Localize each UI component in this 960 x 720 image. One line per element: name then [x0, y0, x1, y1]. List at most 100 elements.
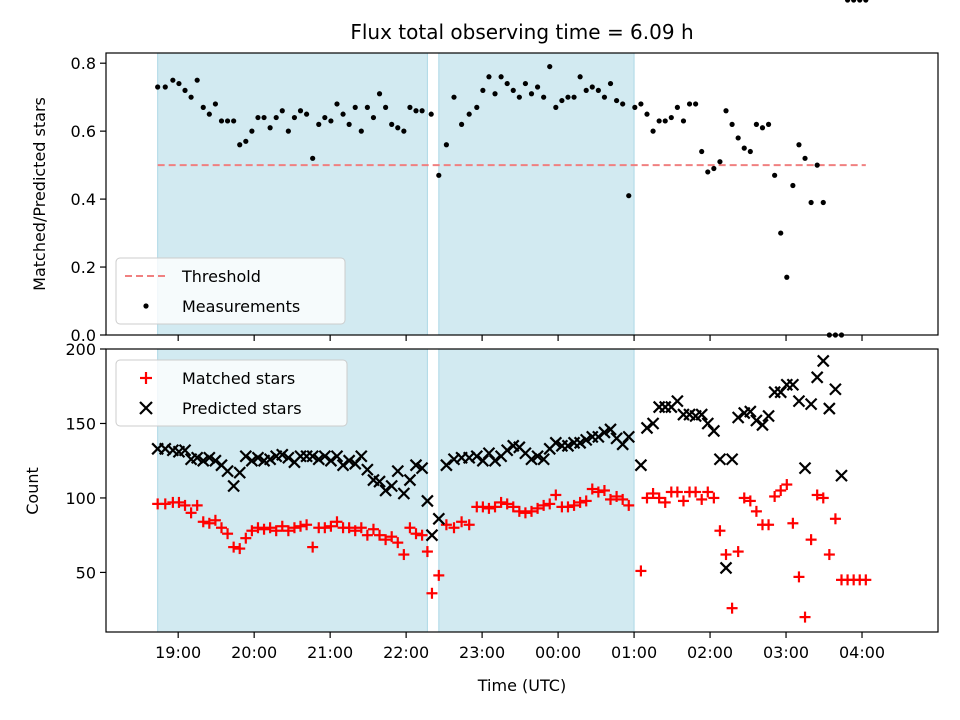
predicted-point: [361, 463, 374, 476]
x-tick-label: 02:00: [687, 643, 733, 662]
measurement-point: [419, 108, 425, 114]
measurement-point: [528, 91, 535, 97]
predicted-point: [810, 371, 824, 384]
measurement-point: [656, 118, 662, 124]
predicted-point: [725, 452, 739, 466]
matched-point: [398, 549, 410, 561]
matched-point: [714, 525, 726, 537]
bottom-observing-spans: [157, 348, 635, 633]
measurement-point: [443, 142, 449, 148]
measurement-point: [194, 77, 200, 83]
matched-point: [763, 519, 775, 531]
matched-point: [829, 513, 841, 525]
predicted-point: [537, 452, 550, 466]
legend-measurements-label: Measurements: [182, 297, 300, 316]
predicted-point: [421, 494, 434, 508]
measurement-point: [395, 125, 401, 131]
matched-point: [617, 493, 629, 505]
matched-point: [738, 492, 750, 504]
predicted-point: [275, 448, 289, 462]
measurement-point: [200, 104, 206, 110]
measurement-point: [303, 111, 310, 117]
measurement-point: [607, 80, 614, 87]
matched-point: [240, 532, 252, 544]
measurement-point: [297, 108, 304, 114]
predicted-point: [209, 454, 222, 467]
measurement-point: [480, 87, 486, 93]
predicted-point: [531, 449, 544, 463]
measurement-point: [784, 274, 790, 280]
predicted-point: [835, 469, 848, 482]
predicted-stars-points: [151, 354, 848, 575]
predicted-point: [622, 430, 636, 444]
matched-point: [793, 571, 805, 583]
measurement-point: [851, 0, 857, 3]
matched-point: [647, 487, 659, 499]
predicted-point: [671, 394, 684, 408]
matched-point: [744, 495, 756, 507]
measurement-point: [376, 91, 383, 97]
matched-point: [355, 522, 367, 534]
bottom-x-ticks: 19:00 20:00 21:00 22:00 23:00 00:00 01:00 02:00…: [155, 632, 885, 662]
measurement-point: [364, 104, 370, 110]
matched-point: [787, 517, 799, 529]
measurement-point: [182, 87, 188, 93]
measurement-point: [212, 101, 219, 107]
predicted-point: [385, 479, 398, 493]
matched-point: [817, 492, 829, 504]
measurement-point: [541, 94, 547, 100]
matched-point: [203, 517, 215, 529]
matched-point: [611, 490, 623, 502]
measurement-point: [261, 114, 267, 121]
matched-point: [635, 565, 647, 577]
matched-point: [769, 490, 781, 502]
legend-threshold-label: Threshold: [181, 267, 261, 286]
measurement-point: [328, 118, 334, 124]
matched-point: [562, 501, 574, 513]
predicted-point: [744, 405, 757, 418]
predicted-point: [318, 449, 332, 463]
top-legend-box: [115, 257, 346, 325]
predicted-point: [196, 454, 210, 467]
measurement-point: [291, 114, 298, 121]
measurement-point: [188, 94, 194, 100]
matched-point: [489, 501, 501, 513]
measurement-point: [534, 84, 541, 90]
measurement-points: [155, 0, 869, 338]
matched-point: [750, 505, 762, 517]
predicted-point: [312, 452, 326, 466]
matched-point: [726, 602, 738, 614]
y-tick-label: 50: [76, 563, 96, 582]
predicted-point: [282, 451, 295, 465]
measurement-point: [458, 121, 465, 127]
measurement-point: [170, 77, 176, 83]
bottom-legend-box: [115, 359, 348, 427]
matched-point: [331, 516, 343, 528]
y-tick-label: 0.0: [71, 326, 96, 345]
predicted-point: [695, 408, 708, 421]
matched-point: [264, 522, 276, 534]
measurement-point: [863, 0, 869, 3]
measurement-point: [632, 104, 638, 110]
measurement-point: [638, 101, 644, 107]
measurement-point: [383, 104, 389, 110]
matched-point: [374, 529, 386, 541]
measurement-point: [466, 111, 472, 117]
top-y-axis-label: Matched/Predicted stars: [30, 97, 49, 291]
matched-point: [495, 496, 507, 508]
x-tick-label: 00:00: [535, 643, 581, 662]
measurement-point: [273, 114, 279, 121]
predicted-point: [409, 458, 423, 472]
predicted-point: [245, 454, 259, 467]
predicted-point: [391, 464, 405, 478]
matched-point: [295, 520, 307, 532]
measurement-point: [358, 128, 364, 134]
predicted-point: [829, 382, 842, 396]
measurement-point: [699, 148, 705, 155]
matched-point: [519, 507, 531, 519]
predicted-point: [573, 436, 587, 450]
predicted-point: [251, 451, 265, 465]
measurement-point: [224, 118, 231, 124]
matched-point: [550, 489, 562, 501]
legend-matched-label: Matched stars: [182, 369, 295, 388]
